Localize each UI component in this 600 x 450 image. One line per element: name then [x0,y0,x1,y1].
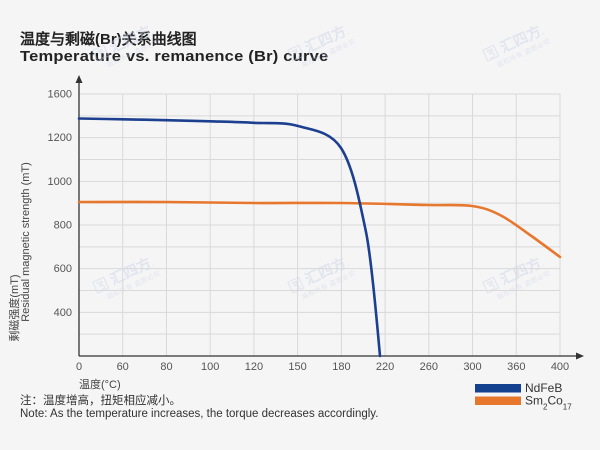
svg-text:温度(°C): 温度(°C) [79,377,121,391]
svg-text:360: 360 [507,361,525,373]
svg-text:剩磁强度(mT): 剩磁强度(mT) [7,274,21,341]
svg-text:800: 800 [54,220,72,232]
svg-text:150: 150 [288,361,306,373]
svg-text:600: 600 [54,263,72,275]
svg-text:120: 120 [245,361,263,373]
svg-text:100: 100 [201,361,219,373]
svg-text:260: 260 [420,361,438,373]
svg-text:Note: As the temperature incre: Note: As the temperature increases, the … [20,408,378,420]
svg-text:300: 300 [463,361,481,373]
svg-text:注：温度增高，扭矩相应减小。: 注：温度增高，扭矩相应减小。 [20,393,181,407]
svg-text:80: 80 [160,361,172,373]
svg-text:1600: 1600 [48,89,72,101]
svg-text:180: 180 [332,361,350,373]
svg-text:0: 0 [76,361,82,373]
svg-text:Sm2Co17: Sm2Co17 [525,394,572,412]
svg-text:60: 60 [117,361,129,373]
svg-text:400: 400 [551,361,569,373]
svg-text:Residual magnetic strength (mT: Residual magnetic strength (mT) [20,162,32,322]
svg-text:220: 220 [376,361,394,373]
svg-text:400: 400 [54,307,72,319]
svg-text:1000: 1000 [48,176,72,188]
svg-text:1200: 1200 [48,132,72,144]
